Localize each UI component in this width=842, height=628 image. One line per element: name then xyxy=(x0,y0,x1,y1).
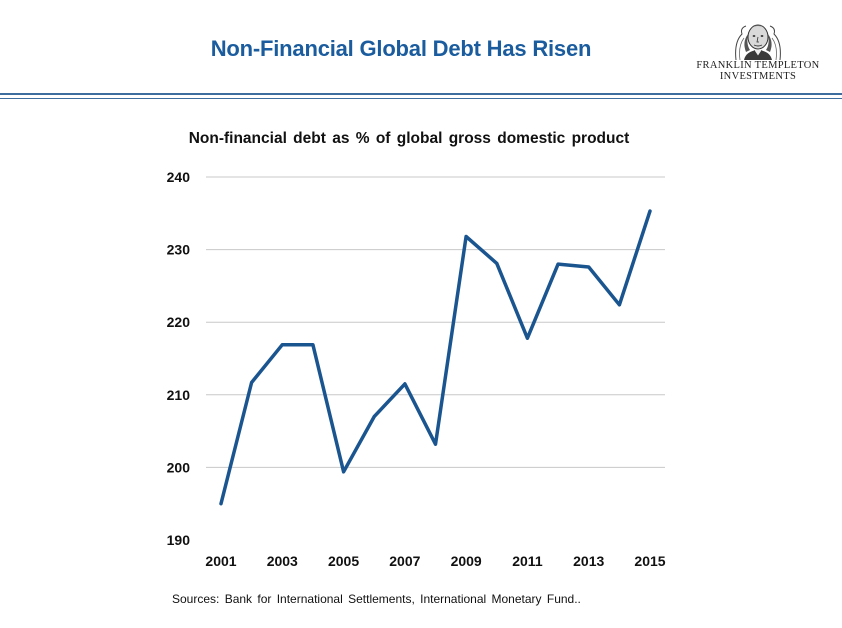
y-tick-label-200: 200 xyxy=(167,459,191,475)
data-point-2009 xyxy=(464,235,468,239)
data-point-2007 xyxy=(403,382,407,386)
data-point-2004 xyxy=(311,343,315,347)
data-point-2008 xyxy=(434,442,437,446)
x-tick-label-2005: 2005 xyxy=(328,553,359,569)
series-line xyxy=(219,209,652,506)
franklin-templeton-logo: FRANKLIN TEMPLETON INVESTMENTS xyxy=(688,20,828,88)
x-tick-label-2015: 2015 xyxy=(634,553,665,569)
data-point-2010 xyxy=(495,261,499,265)
data-point-2013 xyxy=(587,265,591,269)
data-point-2015 xyxy=(648,209,652,213)
chart-title: Non-financial debt as % of global gross … xyxy=(0,130,842,148)
slide-title-text: Non-Financial Global Debt Has Risen xyxy=(210,36,592,61)
header-rule-thin xyxy=(0,98,842,99)
x-tick-label-2007: 2007 xyxy=(389,553,420,569)
benjamin-franklin-portrait-icon xyxy=(735,24,781,60)
x-tick-label-2013: 2013 xyxy=(573,553,604,569)
x-tick-label-2003: 2003 xyxy=(267,553,298,569)
y-tick-label-240: 240 xyxy=(167,169,191,185)
source-note: Sources: Bank for International Settleme… xyxy=(172,592,581,606)
logo-line1: FRANKLIN TEMPLETON xyxy=(696,60,820,71)
x-tick-label-2011: 2011 xyxy=(512,553,543,569)
x-tick-label-2001: 2001 xyxy=(205,553,236,569)
y-tick-label-210: 210 xyxy=(167,387,191,403)
data-point-2001 xyxy=(219,502,223,506)
y-tick-label-230: 230 xyxy=(167,242,191,258)
y-tick-label-220: 220 xyxy=(167,314,191,330)
header-rule-thick xyxy=(0,93,842,95)
y-tick-label-190: 190 xyxy=(167,532,191,548)
data-point-2003 xyxy=(280,343,284,347)
data-point-2012 xyxy=(556,262,560,266)
data-point-2011 xyxy=(525,336,529,340)
logo-line2: INVESTMENTS xyxy=(719,71,797,82)
chart-title-text: Non-financial debt as % of global gross … xyxy=(188,130,630,147)
x-tick-label-2009: 2009 xyxy=(451,553,482,569)
data-point-2002 xyxy=(250,380,254,384)
data-point-2006 xyxy=(372,415,376,419)
data-point-2005 xyxy=(342,470,346,474)
data-point-2014 xyxy=(617,303,621,307)
slide-title: Non-Financial Global Debt Has Risen xyxy=(0,36,842,62)
